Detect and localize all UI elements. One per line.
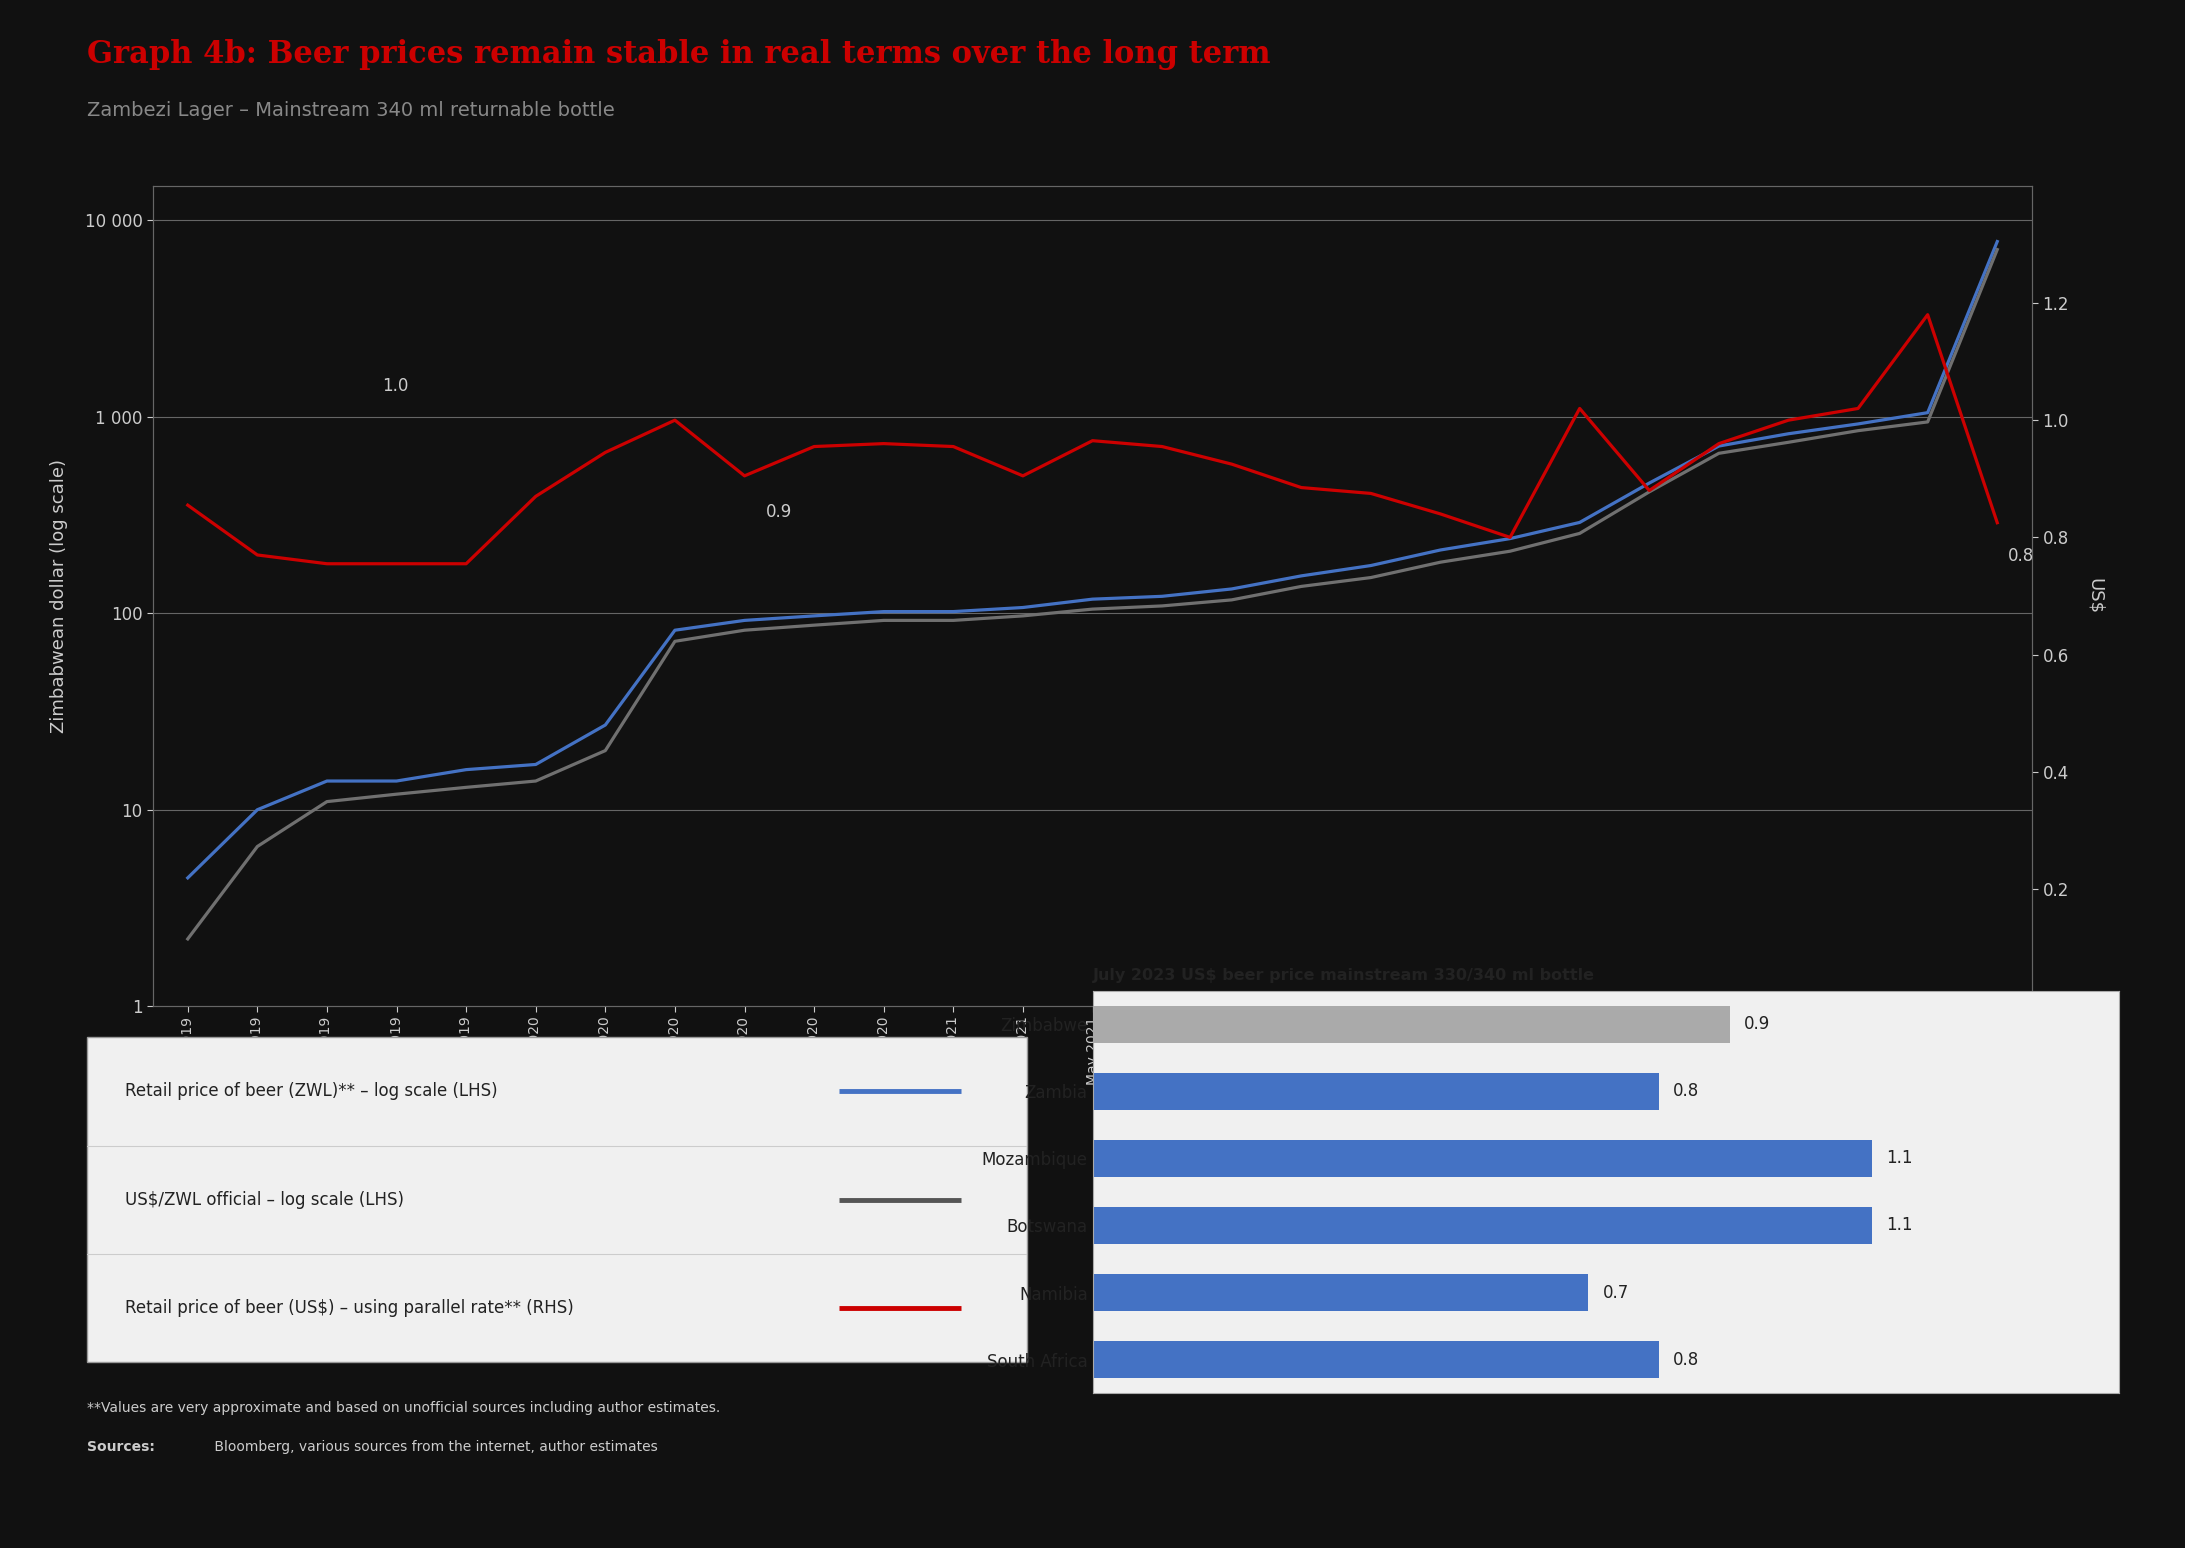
Text: 1.1: 1.1: [1886, 1217, 1912, 1234]
Text: 1.1: 1.1: [1886, 1150, 1912, 1167]
Text: 0.8: 0.8: [1674, 1351, 1700, 1368]
Bar: [1092, 1207, 1873, 1245]
Text: 0.7: 0.7: [1602, 1283, 1628, 1302]
Bar: [1092, 1073, 1658, 1110]
Text: Sources:: Sources:: [87, 1440, 155, 1454]
Y-axis label: US$: US$: [2087, 577, 2104, 615]
Bar: [1092, 1139, 1873, 1176]
Text: 0.9: 0.9: [765, 503, 791, 520]
Text: Retail price of beer (ZWL)** – log scale (LHS): Retail price of beer (ZWL)** – log scale…: [125, 1082, 498, 1101]
Text: US$/ZWL official – log scale (LHS): US$/ZWL official – log scale (LHS): [125, 1190, 404, 1209]
Bar: [1092, 1274, 1588, 1311]
Text: 0.8: 0.8: [2008, 546, 2034, 565]
Text: Graph 4b: Beer prices remain stable in real terms over the long term: Graph 4b: Beer prices remain stable in r…: [87, 39, 1272, 70]
Text: Zambezi Lager – Mainstream 340 ml returnable bottle: Zambezi Lager – Mainstream 340 ml return…: [87, 101, 616, 119]
Text: July 2023 US$ beer price mainstream 330/340 ml bottle: July 2023 US$ beer price mainstream 330/…: [1092, 968, 1595, 983]
Text: Retail price of beer (US$) – using parallel rate** (RHS): Retail price of beer (US$) – using paral…: [125, 1299, 575, 1317]
Bar: [1092, 1341, 1658, 1378]
Text: 1.0: 1.0: [382, 376, 409, 395]
Y-axis label: Zimbabwean dollar (log scale): Zimbabwean dollar (log scale): [50, 458, 68, 734]
Text: 0.8: 0.8: [1674, 1082, 1700, 1101]
Text: 0.9: 0.9: [1744, 1015, 1770, 1033]
Bar: [1092, 1006, 1731, 1043]
FancyBboxPatch shape: [87, 1037, 1027, 1362]
Text: Bloomberg, various sources from the internet, author estimates: Bloomberg, various sources from the inte…: [210, 1440, 658, 1454]
Text: **Values are very approximate and based on unofficial sources including author e: **Values are very approximate and based …: [87, 1401, 721, 1415]
